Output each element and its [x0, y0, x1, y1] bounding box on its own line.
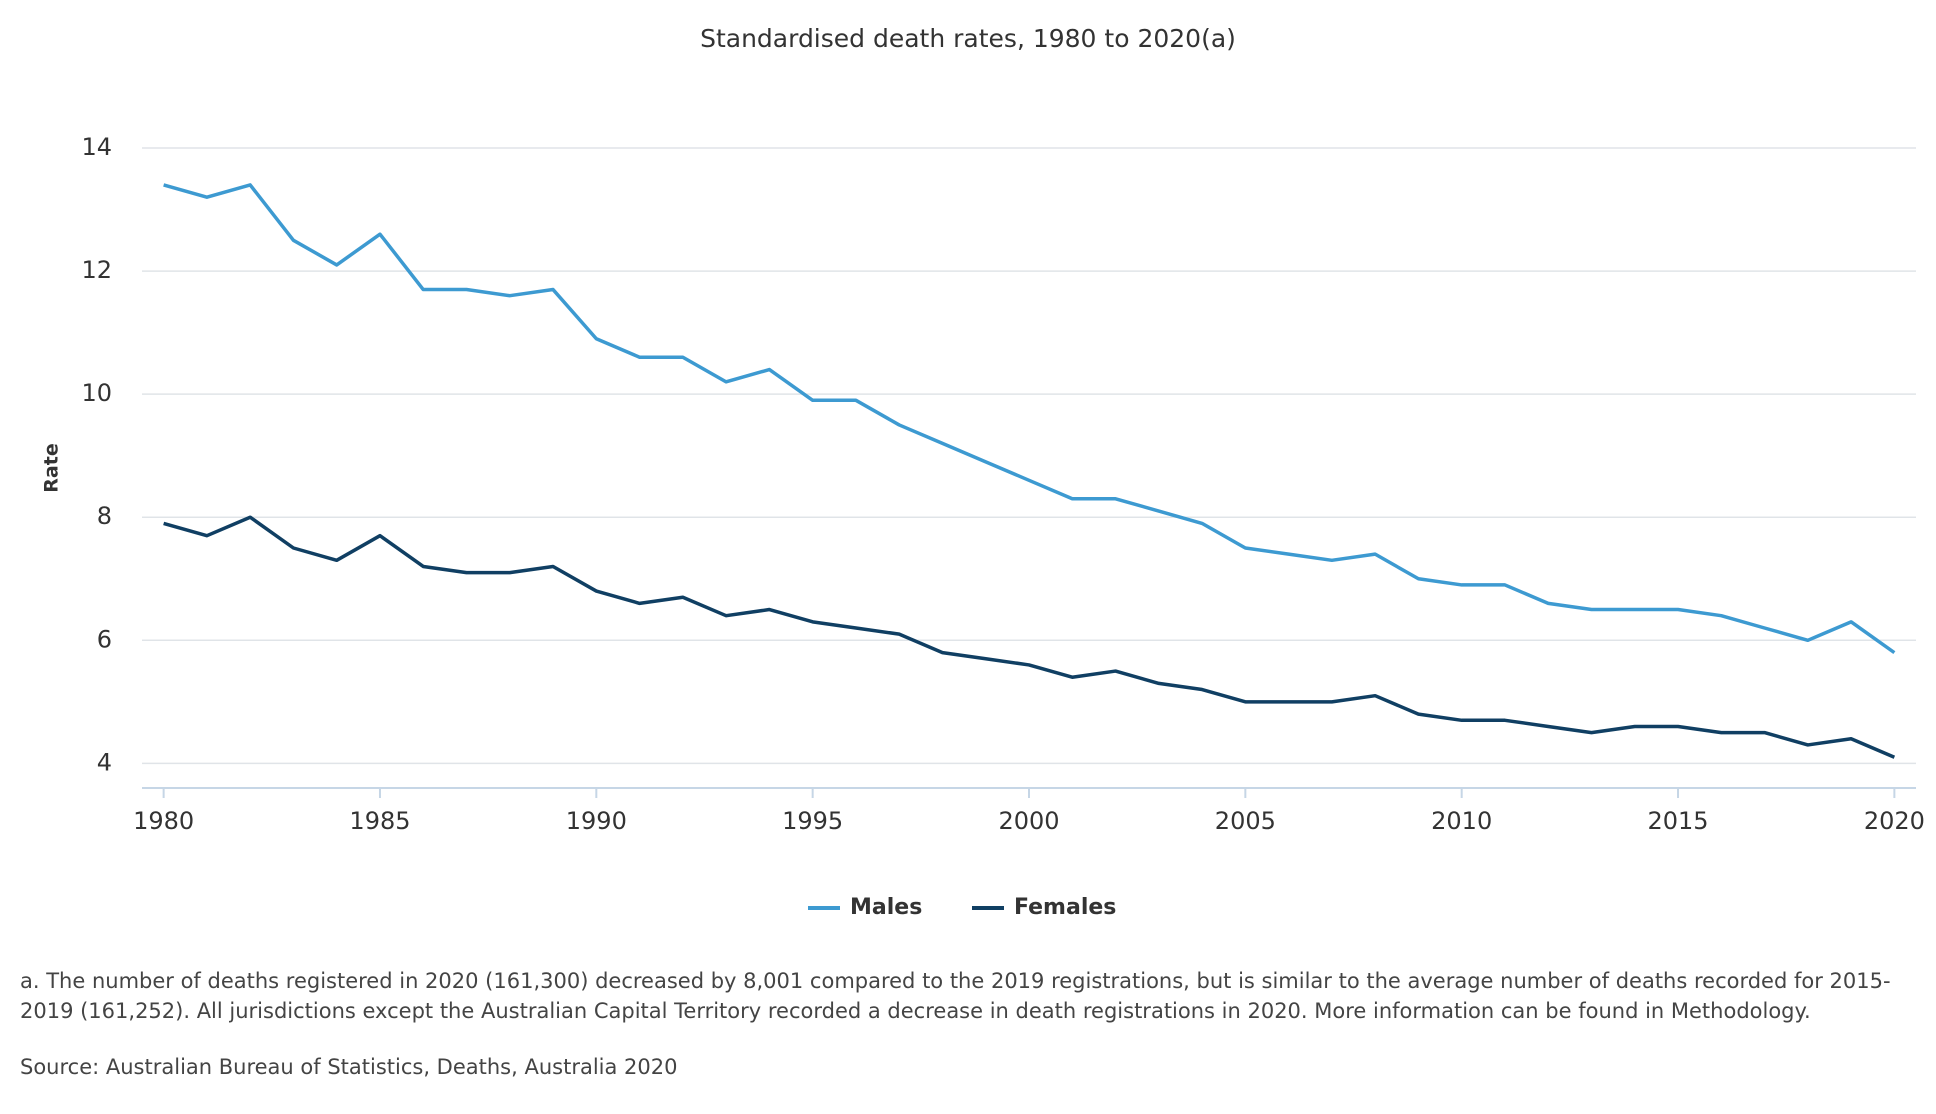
line-series	[163, 515, 1896, 759]
x-tick-label: 1995	[782, 807, 843, 835]
legend-label[interactable]: Females	[1014, 895, 1116, 920]
footnote: a. The number of deaths registered in 20…	[20, 969, 1891, 1023]
legend-label[interactable]: Males	[850, 895, 922, 920]
x-tick-label: 1990	[566, 807, 627, 835]
y-axis-label: Rate	[41, 443, 63, 492]
x-tick-label: 2015	[1647, 807, 1708, 835]
x-tick-label: 2020	[1864, 807, 1925, 835]
y-tick-label: 14	[81, 133, 112, 161]
y-tick-label: 8	[97, 502, 112, 530]
x-tick-label: 1980	[133, 807, 194, 835]
line-series	[163, 183, 1896, 655]
x-tick-label: 2005	[1215, 807, 1276, 835]
chart-title: Standardised death rates, 1980 to 2020(a…	[700, 24, 1236, 53]
x-tick-label: 1985	[349, 807, 410, 835]
x-tick-label: 2000	[998, 807, 1059, 835]
y-tick-label: 6	[97, 625, 112, 653]
y-tick-label: 4	[97, 748, 112, 776]
y-tick-label: 10	[81, 379, 112, 407]
source: Source: Australian Bureau of Statistics,…	[20, 1055, 678, 1079]
y-tick-label: 12	[81, 256, 112, 284]
chart: Standardised death rates, 1980 to 2020(a…	[41, 24, 1925, 920]
x-tick-label: 2010	[1431, 807, 1492, 835]
